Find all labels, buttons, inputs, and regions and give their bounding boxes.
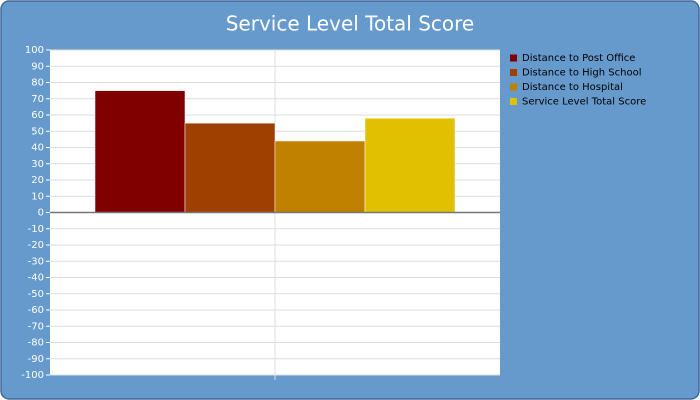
y-tick-label: 40	[31, 143, 44, 154]
bar	[274, 140, 366, 213]
legend-swatch	[510, 98, 517, 105]
y-tick-label: 20	[31, 175, 44, 186]
y-tick-label: 100	[25, 45, 44, 56]
y-tick-label: 80	[31, 78, 44, 89]
legend-swatch	[510, 54, 517, 62]
y-tick-label: -60	[28, 305, 44, 316]
y-tick-label: -10	[28, 224, 44, 235]
legend-label: Service Level Total Score	[522, 97, 646, 108]
y-tick-label: -70	[28, 321, 44, 332]
bar	[184, 122, 276, 213]
legend-label: Distance to High School	[522, 68, 641, 79]
y-tick-label: -40	[28, 273, 44, 284]
bar	[94, 90, 186, 213]
y-tick-label: 10	[31, 191, 44, 202]
legend-label: Distance to Post Office	[522, 53, 635, 64]
legend-swatch	[510, 69, 517, 76]
y-tick-label: -30	[28, 256, 44, 267]
chart-title: Service Level Total Score	[226, 12, 475, 36]
y-tick-label: -100	[21, 370, 44, 381]
y-tick-label: -80	[28, 338, 44, 349]
legend-label: Distance to Hospital	[522, 82, 623, 93]
y-tick-label: 70	[31, 94, 44, 105]
y-tick-label: -50	[28, 289, 44, 300]
y-tick-label: 30	[31, 159, 44, 170]
y-tick-label: 0	[38, 208, 44, 219]
bar	[364, 118, 456, 213]
y-tick-label: -20	[28, 240, 44, 251]
y-tick-label: 60	[31, 110, 44, 121]
y-tick-label: -90	[28, 354, 44, 365]
legend-swatch	[510, 83, 517, 91]
y-tick-label: 90	[31, 61, 44, 72]
y-tick-label: 50	[31, 126, 44, 137]
